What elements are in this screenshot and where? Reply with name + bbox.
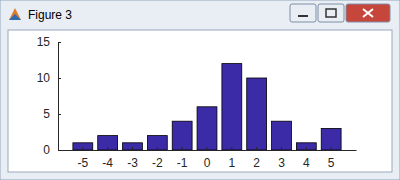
y-tick-label: 15 [37,35,51,49]
bar [272,121,292,150]
bar [296,143,316,150]
close-glyph [363,9,373,17]
x-tick-label: -5 [77,156,88,170]
x-tick: -3 [127,147,138,170]
x-tick-label: 3 [278,156,285,170]
window-button[interactable] [290,4,316,22]
icon-shape [9,8,21,20]
y-tick-label: 5 [43,107,50,121]
x-tick-label: 2 [253,156,260,170]
x-tick-mark [82,147,83,150]
figure-area [8,30,392,172]
x-tick: -2 [152,147,163,170]
x-tick-mark [281,147,282,150]
y-axis-line [58,43,59,151]
y-tick-mark [58,78,61,79]
x-tick: 2 [253,147,260,170]
y-tick-mark [58,114,61,115]
bar [98,136,118,150]
bar [172,121,192,150]
icon-shape [9,14,21,20]
bar [123,143,143,150]
bar [247,78,267,150]
x-axis-line [59,150,357,151]
x-tick-label: -3 [127,156,138,170]
bar [147,136,167,150]
window-frame [0,0,400,180]
bar [197,107,217,150]
maximize-glyph [326,9,336,17]
x-tick-mark [331,147,332,150]
window-title: Figure 3 [28,8,72,22]
x-tick: 3 [278,147,285,170]
y-tick-label: 0 [43,143,50,157]
y-tick-mark [58,42,61,43]
window-button[interactable] [346,4,390,22]
window-icon [9,8,21,20]
y-tick: 5 [43,107,61,121]
x-tick: 0 [204,147,211,170]
y-tick: 15 [37,35,61,49]
x-tick-mark [231,147,232,150]
x-tick-label: -4 [102,156,113,170]
x-tick-label: 4 [303,156,310,170]
x-tick-label: 5 [328,156,335,170]
bars [73,64,341,150]
x-tick-label: 1 [228,156,235,170]
x-tick-label: -1 [177,156,188,170]
x-tick-label: 0 [204,156,211,170]
x-tick-mark [107,147,108,150]
x-tick-mark [157,147,158,150]
figure-window: Figure 3 0 5 10 15 -5 -4 -3 -2 -1 0 1 2 3 4 5 [0,0,400,180]
x-tick-label: -2 [152,156,163,170]
x-tick-mark [132,147,133,150]
x-tick-mark [306,147,307,150]
y-tick: 0 [43,143,61,157]
x-tick-mark [182,147,183,150]
x-axis: -5 -4 -3 -2 -1 0 1 2 3 4 5 [59,147,357,170]
x-tick-mark [256,147,257,150]
x-tick: 1 [228,147,235,170]
bar [73,143,93,150]
bar [222,64,242,150]
window-button[interactable] [318,4,344,22]
minimize-glyph [298,15,308,17]
y-tick: 10 [37,71,61,85]
x-tick: 4 [303,147,310,170]
bar [321,128,341,150]
x-tick: -5 [77,147,88,170]
x-tick-mark [207,147,208,150]
y-axis: 0 5 10 15 [37,35,61,157]
x-tick: -4 [102,147,113,170]
x-tick: -1 [177,147,188,170]
x-tick: 5 [328,147,335,170]
y-tick-label: 10 [37,71,51,85]
